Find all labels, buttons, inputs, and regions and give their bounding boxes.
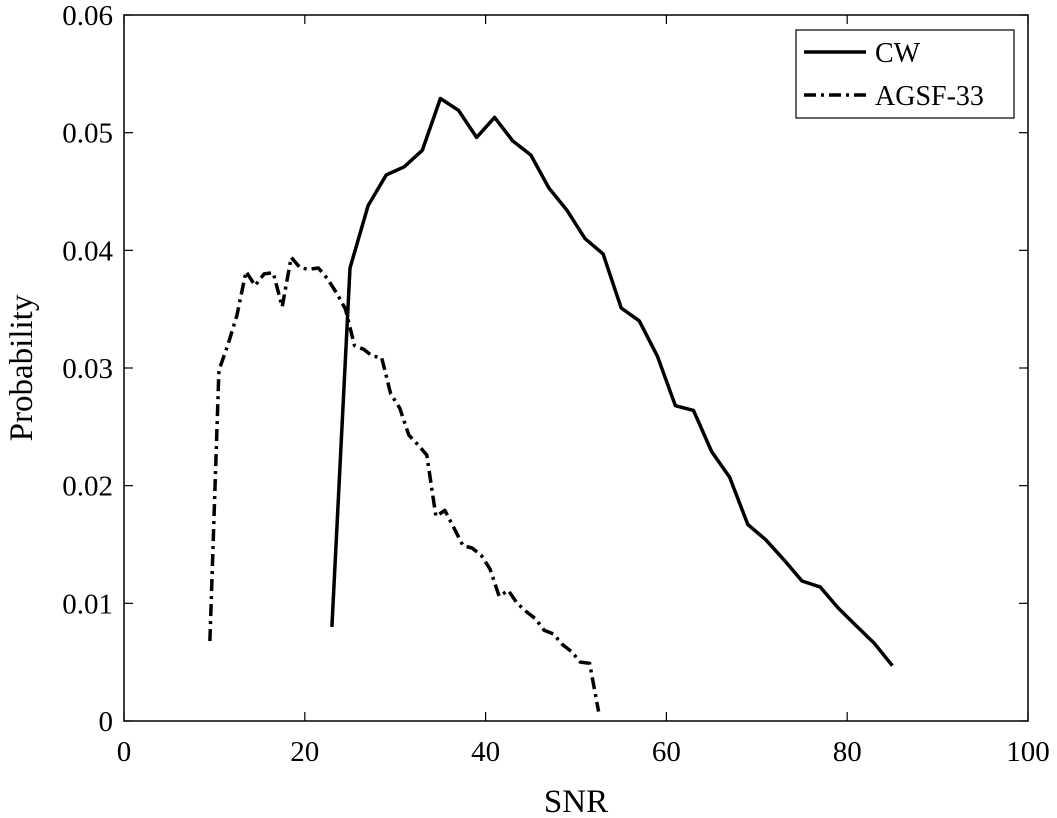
y-tick-label: 0: [99, 706, 114, 738]
x-tick-label: 20: [290, 736, 319, 768]
legend-box: [795, 29, 1015, 119]
legend: CW AGSF-33: [795, 29, 1015, 119]
x-tick-label: 0: [117, 736, 132, 768]
legend-label-agsf: AGSF-33: [875, 81, 984, 112]
y-tick-label: 0.04: [62, 235, 113, 267]
legend-label-cw: CW: [875, 38, 921, 69]
x-tick-label: 80: [833, 736, 862, 768]
y-axis-title: Probability: [4, 294, 40, 441]
x-tick-label: 60: [652, 736, 681, 768]
plot-area: [124, 15, 1028, 721]
y-tick-label: 0.05: [62, 118, 113, 150]
y-tick-labels: 0 0.01 0.02 0.03 0.04 0.05 0.06: [62, 0, 113, 738]
axes-box: [123, 14, 1029, 722]
x-tick-label: 40: [471, 736, 500, 768]
series-line-agsf-33: [208, 255, 601, 712]
series-line-cw: [330, 96, 894, 667]
y-tick-label: 0.03: [62, 353, 113, 385]
x-axis-title: SNR: [544, 784, 608, 818]
y-tick-label: 0.01: [62, 588, 113, 620]
x-tick-labels: 0 20 40 60 80 100: [117, 736, 1050, 768]
series-group: [208, 96, 894, 712]
y-tick-label: 0.02: [62, 471, 113, 503]
y-tick-label: 0.06: [62, 0, 113, 32]
x-tick-label: 100: [1006, 736, 1050, 768]
